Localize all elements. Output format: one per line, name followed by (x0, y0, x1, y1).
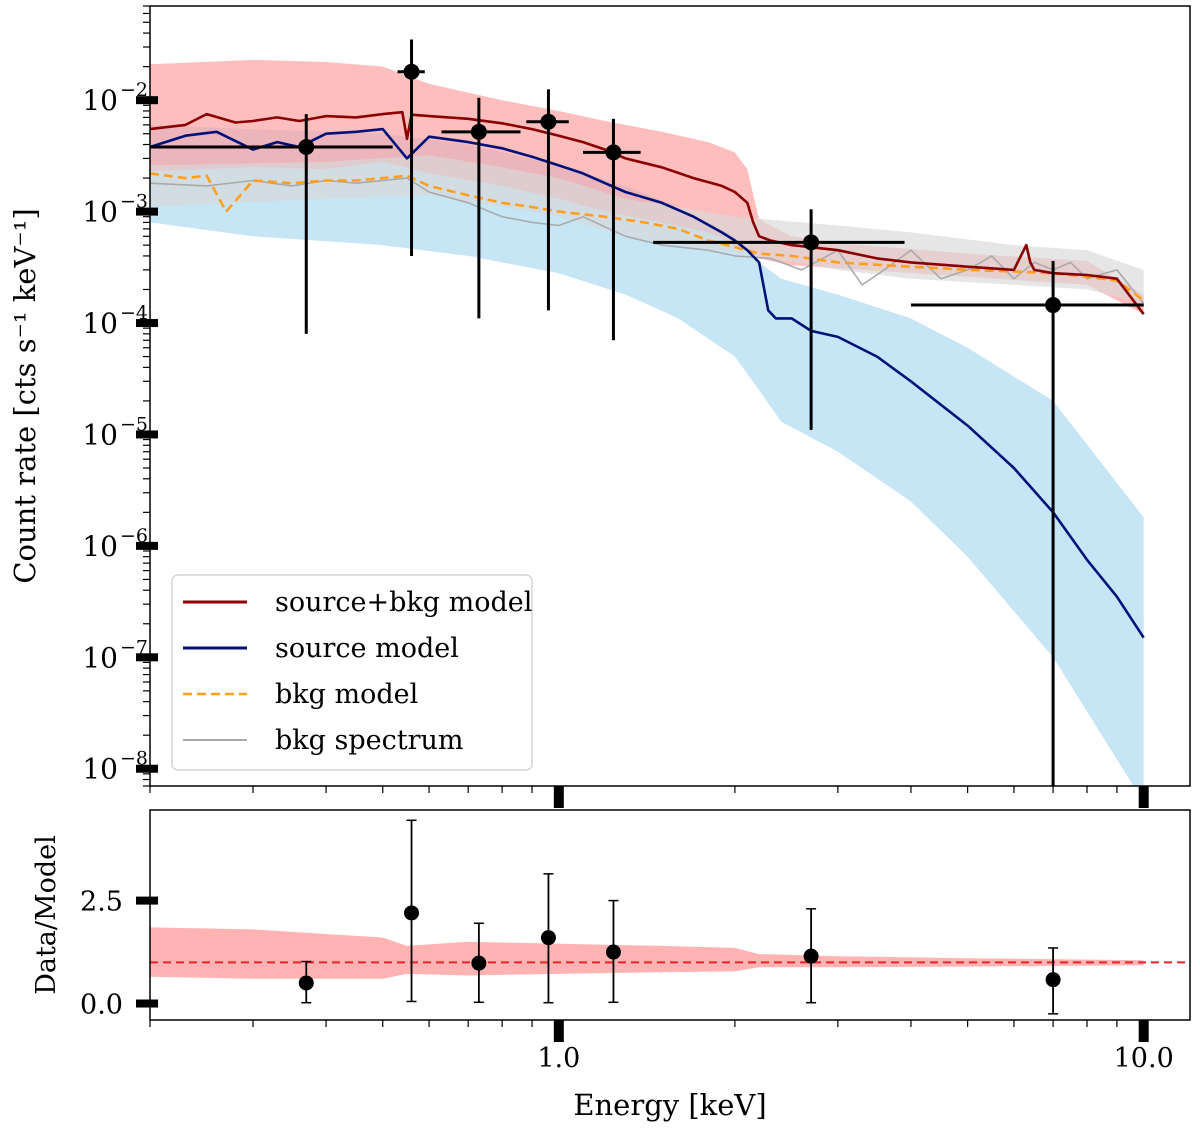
ratio-point (298, 960, 314, 1004)
ratio-y-tick-label: 2.5 (80, 887, 123, 918)
y-tick-label: 10 (82, 196, 118, 229)
point-marker (1045, 297, 1062, 314)
ratio-x-tick-mark (1138, 1020, 1149, 1042)
legend: source+bkg model source model bkg model … (171, 574, 533, 771)
ratio-x-tick-mark (553, 1020, 564, 1042)
ratio-point (803, 908, 819, 1004)
point-marker (470, 123, 487, 140)
x-tick-mark (1138, 786, 1149, 808)
ratio-point (605, 899, 621, 1004)
ratio-point-marker (471, 955, 487, 971)
legend-label-source-bkg-model: source+bkg model (275, 587, 532, 618)
ratio-point-marker (605, 944, 621, 960)
x-tick-label: 10.0 (1114, 1043, 1174, 1074)
y-tick-label: 10 (82, 84, 118, 117)
y-tick-mark (136, 319, 158, 328)
y-tick-mark (136, 430, 158, 439)
y-tick-mark (136, 653, 158, 662)
y-tick-label-exponent: −2 (120, 79, 148, 101)
ratio-point (540, 873, 556, 1004)
ratio-axes-frame (149, 809, 1191, 1021)
data-point (910, 261, 1144, 786)
ratio-plot-area (150, 819, 1190, 1015)
point-marker (605, 144, 622, 161)
spectrum-y-ticks: 10−210−310−410−510−610−710−8 (82, 5, 158, 787)
ratio-point (404, 819, 420, 1003)
x-tick-label: 1.0 (537, 1043, 580, 1074)
x-axis-label: Energy [keV] (573, 1088, 766, 1122)
ratio-point-marker (540, 930, 556, 946)
y-tick-label: 10 (82, 753, 118, 786)
y-tick-label: 10 (82, 307, 118, 340)
legend-label-bkg-spectrum: bkg spectrum (275, 725, 464, 756)
point-marker (803, 234, 820, 251)
y-tick-mark (136, 764, 158, 773)
point-marker (298, 138, 315, 155)
legend-box (171, 574, 533, 771)
series-source-model (150, 127, 1145, 639)
spectrum-x-ticks (149, 786, 1149, 808)
data-point (150, 114, 393, 334)
y-tick-mark (136, 207, 158, 216)
ratio-y-tick-mark (136, 999, 158, 1008)
y-tick-mark (136, 96, 158, 105)
series-source-bkg-model (150, 110, 1145, 315)
data-point (653, 209, 905, 430)
ratio-point-marker (803, 948, 819, 964)
y-tick-label-exponent: −6 (120, 525, 148, 547)
data-point (441, 97, 521, 319)
ratio-point-marker (1045, 972, 1061, 988)
y-tick-mark (136, 541, 158, 550)
y-tick-label-exponent: −8 (120, 748, 148, 770)
series-bkg-model (150, 172, 1145, 302)
data-point (397, 39, 425, 256)
x-tick-mark (553, 786, 564, 808)
legend-label-source-model: source model (275, 633, 459, 664)
y-tick-label-exponent: −3 (120, 191, 148, 213)
y-tick-label-exponent: −4 (120, 302, 148, 324)
ratio-point-marker (298, 975, 314, 991)
y-tick-label-exponent: −7 (120, 636, 148, 658)
series-bkg-spectrum (150, 177, 1145, 304)
y-tick-label: 10 (82, 641, 118, 674)
ratio-point (471, 922, 487, 1004)
ratio-x-ticks: 1.0 10.0 (149, 1020, 1174, 1074)
spectrum-plot-area (150, 39, 1145, 786)
ratio-y-tick-label: 0.0 (80, 990, 123, 1021)
data-point (526, 89, 569, 311)
ratio-y-ticks: 0.0 2.5 (80, 887, 158, 1021)
spectrum-panel: 10−210−310−410−510−610−710−8 Count rate … (8, 5, 1191, 808)
y-tick-label: 10 (82, 418, 118, 451)
ratio-y-tick-mark (136, 896, 158, 905)
ratio-band (150, 927, 1144, 979)
ratio-panel: 0.0 2.5 1.0 10.0 Data/Model Energy [keV] (31, 809, 1191, 1122)
point-marker (403, 63, 420, 80)
y-tick-label-exponent: −5 (120, 413, 148, 435)
legend-label-bkg-model: bkg model (275, 679, 418, 710)
spectrum-y-axis-label: Count rate [cts s⁻¹ keV⁻¹] (8, 208, 42, 583)
data-point (583, 118, 641, 341)
ratio-point-marker (404, 905, 420, 921)
ratio-y-axis-label: Data/Model (31, 835, 62, 995)
spectrum-axes-frame (149, 5, 1191, 787)
y-tick-label: 10 (82, 530, 118, 563)
point-marker (540, 113, 557, 130)
ratio-point (1045, 947, 1061, 1015)
